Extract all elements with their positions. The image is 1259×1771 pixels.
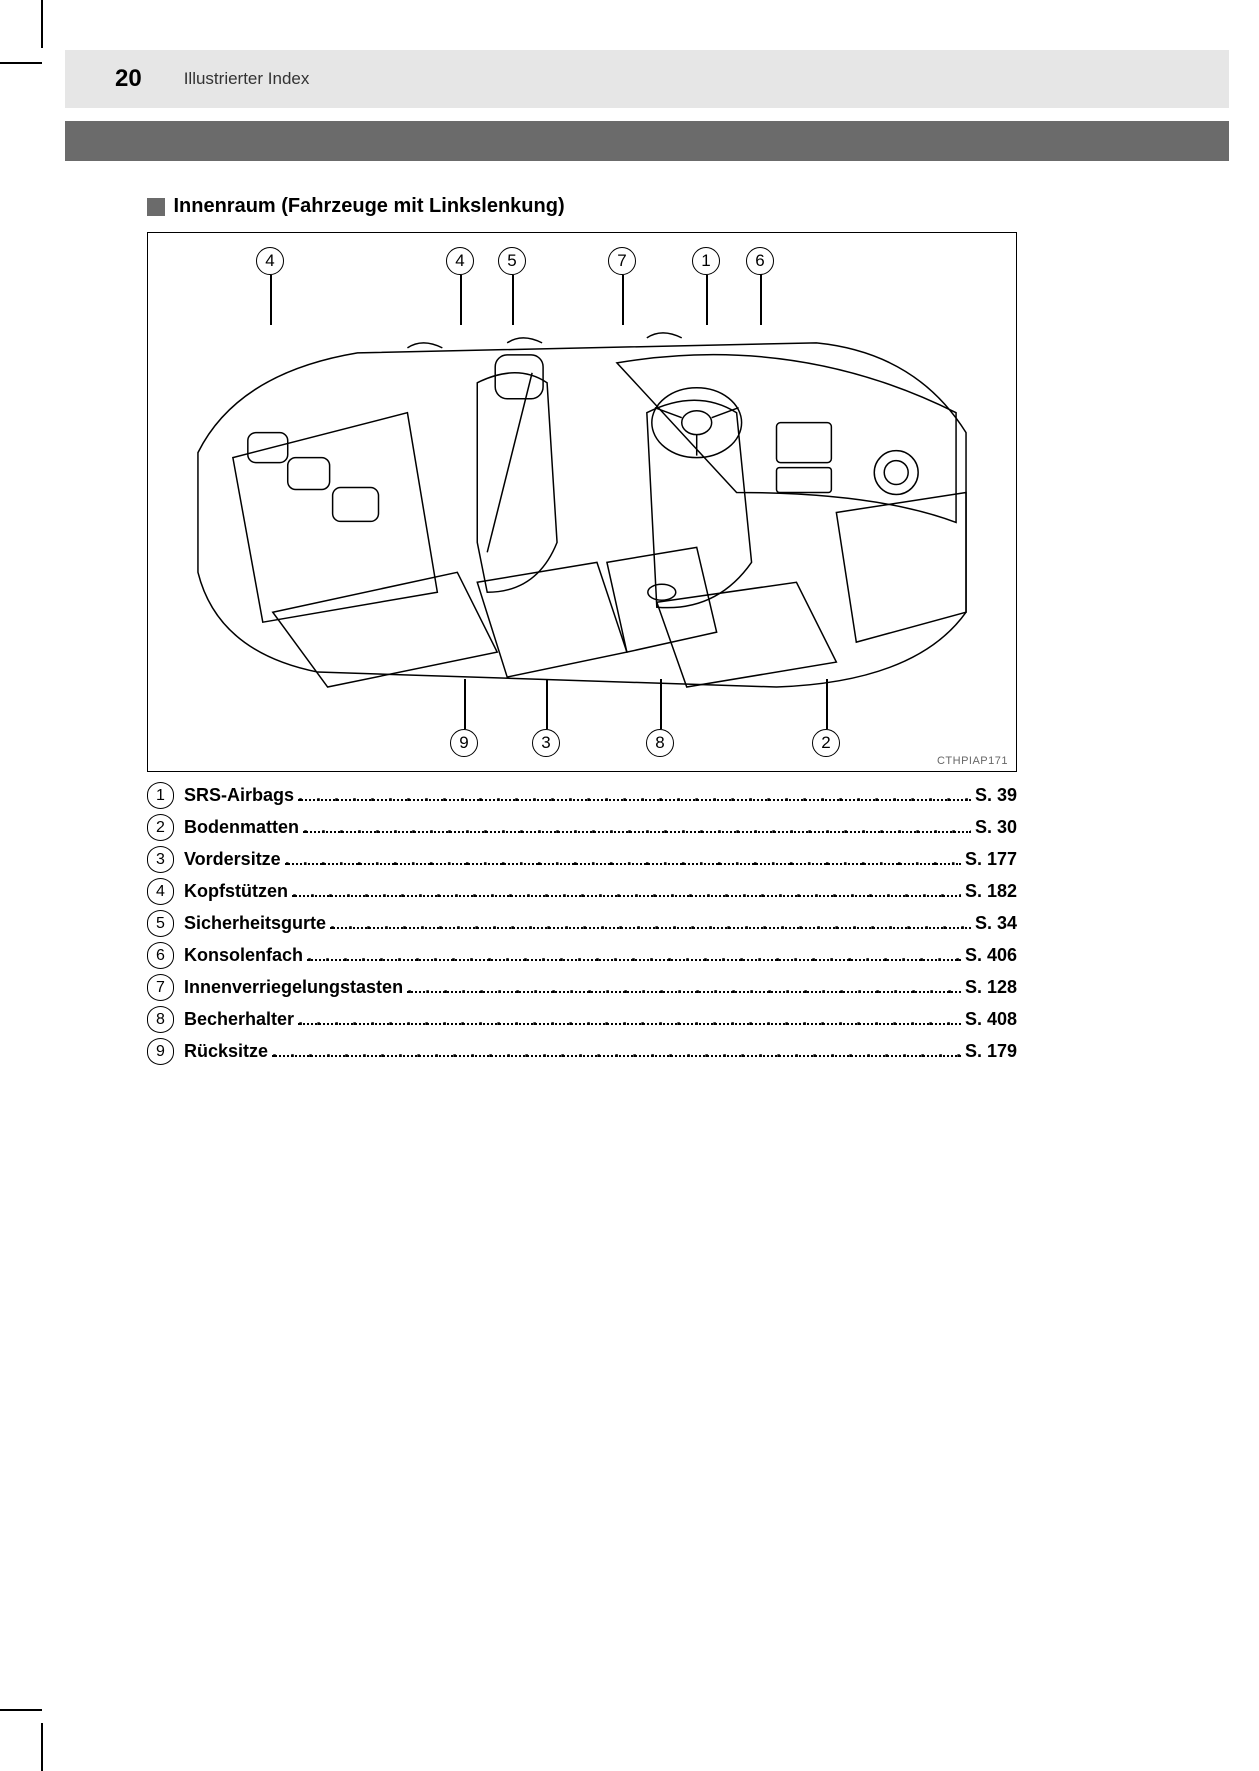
index-item: 5 Sicherheitsgurte. . . . . . . . . . . .… — [147, 910, 1017, 937]
index-number: 2 — [147, 814, 174, 841]
index-label: SRS-Airbags — [184, 785, 294, 806]
index-item: 4 Kopfstützen. . . . . . . . . . . . . . … — [147, 878, 1017, 905]
index-number: 1 — [147, 782, 174, 809]
callout-circle: 9 — [450, 729, 478, 757]
index-number: 7 — [147, 974, 174, 1001]
index-dots: . . . . . . . . . . . . . . . . . . . . … — [292, 881, 961, 899]
index-dots: . . . . . . . . . . . . . . . . . . . . … — [298, 785, 971, 803]
index-item: 3 Vordersitze. . . . . . . . . . . . . . … — [147, 846, 1017, 873]
index-page: S. 182 — [965, 881, 1017, 902]
interior-diagram: 445716 9382 — [147, 232, 1017, 772]
section-heading: Innenraum (Fahrzeuge mit Linkslenkung) — [147, 195, 1107, 218]
callout-circle: 3 — [532, 729, 560, 757]
index-label: Vordersitze — [184, 849, 281, 870]
callout-circle: 2 — [812, 729, 840, 757]
page-number: 20 — [115, 65, 142, 93]
crop-mark — [0, 1709, 42, 1711]
index-label: Kopfstützen — [184, 881, 288, 902]
header-title: Illustrierter Index — [184, 69, 310, 89]
page-header: 20 Illustrierter Index — [65, 50, 1229, 108]
index-dots: . . . . . . . . . . . . . . . . . . . . … — [407, 977, 961, 995]
callout-circle: 1 — [692, 247, 720, 275]
index-label: Bodenmatten — [184, 817, 299, 838]
index-dots: . . . . . . . . . . . . . . . . . . . . … — [330, 913, 971, 931]
index-dots: . . . . . . . . . . . . . . . . . . . . … — [285, 849, 961, 867]
callout-circle: 4 — [446, 247, 474, 275]
page-content: Innenraum (Fahrzeuge mit Linkslenkung) 4… — [147, 195, 1107, 1070]
index-page: S. 408 — [965, 1009, 1017, 1030]
callout-circle: 6 — [746, 247, 774, 275]
index-label: Innenverriegelungstasten — [184, 977, 403, 998]
index-number: 3 — [147, 846, 174, 873]
interior-illustration — [178, 293, 986, 702]
index-number: 8 — [147, 1006, 174, 1033]
index-number: 9 — [147, 1038, 174, 1065]
index-item: 8 Becherhalter. . . . . . . . . . . . . .… — [147, 1006, 1017, 1033]
index-dots: . . . . . . . . . . . . . . . . . . . . … — [303, 817, 971, 835]
index-page: S. 177 — [965, 849, 1017, 870]
index-page: S. 128 — [965, 977, 1017, 998]
index-dots: . . . . . . . . . . . . . . . . . . . . … — [272, 1041, 961, 1059]
index-dots: . . . . . . . . . . . . . . . . . . . . … — [307, 945, 961, 963]
index-item: 2 Bodenmatten. . . . . . . . . . . . . . … — [147, 814, 1017, 841]
callout-circle: 4 — [256, 247, 284, 275]
index-item: 1 SRS-Airbags. . . . . . . . . . . . . . … — [147, 782, 1017, 809]
index-label: Sicherheitsgurte — [184, 913, 326, 934]
crop-mark — [41, 1723, 43, 1771]
index-page: S. 30 — [975, 817, 1017, 838]
index-page: S. 179 — [965, 1041, 1017, 1062]
crop-mark — [0, 62, 42, 64]
index-item: 9 Rücksitze. . . . . . . . . . . . . . . … — [147, 1038, 1017, 1065]
index-number: 4 — [147, 878, 174, 905]
index-item: 7 Innenverriegelungstasten. . . . . . . .… — [147, 974, 1017, 1001]
index-number: 5 — [147, 910, 174, 937]
index-page: S. 39 — [975, 785, 1017, 806]
figure-code: CTHPIAP171 — [937, 755, 1008, 767]
index-dots: . . . . . . . . . . . . . . . . . . . . … — [298, 1009, 961, 1027]
callout-circle: 8 — [646, 729, 674, 757]
index-label: Becherhalter — [184, 1009, 294, 1030]
crop-mark — [41, 0, 43, 48]
callout-circle: 7 — [608, 247, 636, 275]
index-item: 6 Konsolenfach. . . . . . . . . . . . . .… — [147, 942, 1017, 969]
index-label: Konsolenfach — [184, 945, 303, 966]
callout-circle: 5 — [498, 247, 526, 275]
index-label: Rücksitze — [184, 1041, 268, 1062]
section-marker-icon — [147, 198, 165, 216]
index-number: 6 — [147, 942, 174, 969]
section-title: Innenraum (Fahrzeuge mit Linkslenkung) — [173, 195, 564, 217]
index-page: S. 406 — [965, 945, 1017, 966]
index-list: 1SRS-Airbags. . . . . . . . . . . . . . … — [147, 782, 1017, 1065]
index-page: S. 34 — [975, 913, 1017, 934]
header-dark-band — [65, 121, 1229, 161]
